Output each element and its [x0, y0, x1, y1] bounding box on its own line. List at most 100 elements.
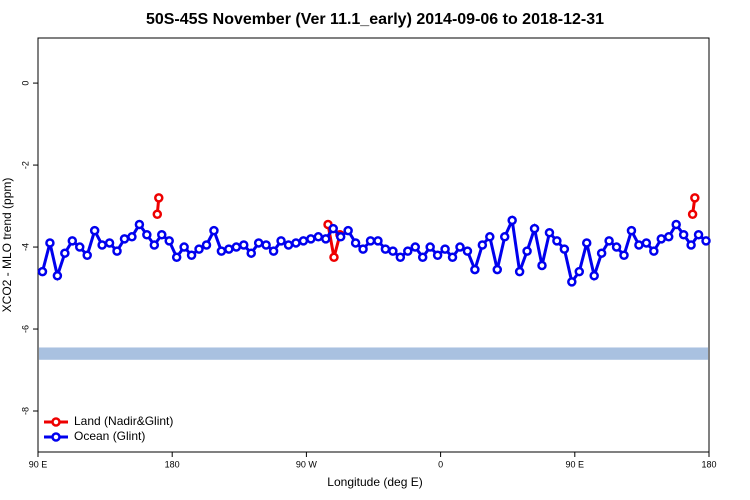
- series-line: [41, 215, 707, 286]
- data-point: [246, 248, 256, 258]
- data-point: [544, 227, 555, 238]
- data-point: [380, 244, 391, 254]
- legend-label: Ocean (Glint): [74, 429, 145, 443]
- data-point: [82, 250, 92, 260]
- data-point: [432, 250, 443, 260]
- legend-label: Land (Nadir&Glint): [74, 414, 173, 428]
- data-point: [119, 234, 130, 244]
- data-point: [201, 240, 212, 250]
- data-point: [522, 246, 532, 256]
- data-point: [693, 230, 704, 240]
- data-point: [425, 242, 435, 252]
- x-tick-label: 180: [165, 459, 180, 469]
- data-point: [574, 266, 585, 277]
- data-point: [455, 242, 465, 252]
- legend-marker: [51, 432, 61, 442]
- data-point: [154, 193, 164, 203]
- data-point: [171, 252, 182, 263]
- y-tick-label: -8: [20, 407, 30, 415]
- data-point: [231, 242, 242, 252]
- y-tick-label: 0: [20, 81, 30, 86]
- data-point: [470, 264, 480, 275]
- data-point: [321, 234, 331, 244]
- data-point: [417, 252, 428, 263]
- data-point: [52, 270, 63, 281]
- data-point: [410, 242, 421, 252]
- data-point: [507, 215, 517, 226]
- data-point: [89, 225, 100, 236]
- data-point: [559, 244, 570, 254]
- y-tick-label: -4: [20, 243, 30, 251]
- data-point: [253, 238, 264, 248]
- data-point: [388, 246, 398, 256]
- data-point: [127, 232, 137, 242]
- data-point: [395, 252, 406, 263]
- data-point: [440, 244, 450, 254]
- data-point: [112, 246, 122, 256]
- data-point: [649, 246, 659, 256]
- x-tick-label: 90 W: [296, 459, 318, 469]
- data-point: [276, 236, 286, 246]
- data-point: [313, 232, 324, 242]
- data-point: [261, 240, 271, 250]
- data-point: [239, 240, 249, 250]
- data-point: [216, 246, 227, 256]
- data-point: [134, 219, 145, 230]
- data-point: [619, 250, 629, 260]
- data-point: [447, 252, 458, 263]
- data-point: [283, 240, 294, 250]
- data-point: [514, 266, 525, 277]
- data-point: [157, 230, 167, 240]
- data-point: [164, 236, 174, 246]
- x-tick-label: 90 E: [29, 459, 48, 469]
- data-point: [97, 240, 107, 250]
- data-point: [60, 248, 70, 258]
- data-point: [358, 244, 368, 254]
- data-point: [149, 240, 160, 250]
- data-point: [626, 225, 637, 236]
- y-tick-label: -6: [20, 325, 30, 333]
- data-point: [663, 232, 674, 242]
- data-point: [462, 246, 473, 256]
- data-point: [687, 209, 698, 220]
- y-tick-label: -2: [20, 161, 30, 169]
- y-axis-label: XCO2 - MLO trend (ppm): [0, 178, 14, 313]
- data-point: [403, 246, 413, 256]
- data-point: [186, 250, 197, 260]
- data-point: [179, 242, 189, 252]
- x-tick-label: 180: [701, 459, 716, 469]
- data-point: [477, 240, 488, 250]
- data-point: [306, 234, 316, 244]
- data-point: [67, 236, 78, 246]
- data-point: [152, 209, 163, 220]
- chart-title: 50S-45S November (Ver 11.1_early) 2014-0…: [146, 11, 604, 28]
- x-tick-label: 0: [438, 459, 443, 469]
- x-axis-label: Longitude (deg E): [327, 475, 422, 489]
- data-point: [634, 240, 644, 250]
- data-point: [224, 244, 234, 254]
- data-point: [690, 193, 700, 203]
- plot-frame: [37, 37, 710, 453]
- data-point: [604, 236, 614, 246]
- data-point: [701, 236, 711, 246]
- data-point: [37, 266, 48, 277]
- data-point: [552, 236, 562, 246]
- data-point: [596, 248, 607, 258]
- data-point: [142, 230, 152, 240]
- data-point: [529, 223, 540, 234]
- data-point: [499, 232, 510, 242]
- data-point: [537, 260, 547, 271]
- data-point: [291, 238, 301, 248]
- data-point: [45, 238, 55, 248]
- data-point: [350, 238, 361, 248]
- data-point: [329, 252, 339, 263]
- data-point: [581, 238, 592, 248]
- data-point: [104, 238, 115, 248]
- data-point: [194, 244, 204, 254]
- data-point: [75, 242, 85, 252]
- data-point: [373, 236, 383, 246]
- legend-marker: [51, 417, 61, 427]
- data-point: [671, 219, 681, 230]
- coverage-band: [39, 347, 708, 360]
